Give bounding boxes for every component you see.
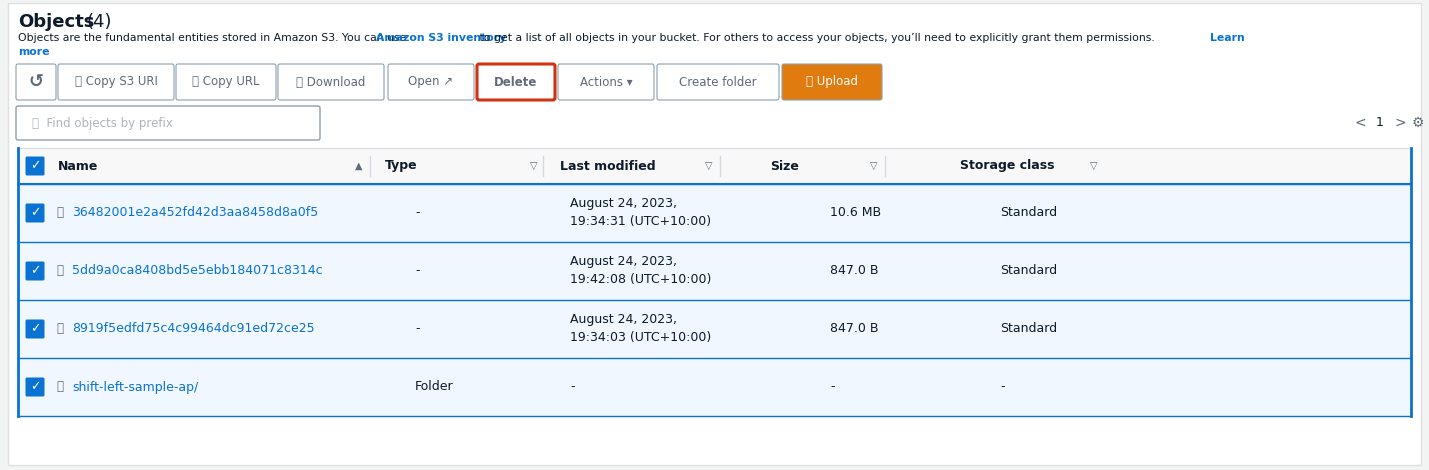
Text: Folder: Folder xyxy=(414,381,453,393)
Text: 19:34:31 (UTC+10:00): 19:34:31 (UTC+10:00) xyxy=(570,216,712,228)
Text: ↺: ↺ xyxy=(29,73,43,91)
Text: Last modified: Last modified xyxy=(560,159,656,172)
Text: 5dd9a0ca8408bd5e5ebb184071c8314c: 5dd9a0ca8408bd5e5ebb184071c8314c xyxy=(71,265,323,277)
Text: Amazon S3 inventory: Amazon S3 inventory xyxy=(376,33,506,43)
Text: <: < xyxy=(1355,116,1366,130)
Text: 🗋: 🗋 xyxy=(57,265,63,277)
Text: Create folder: Create folder xyxy=(679,76,757,88)
Text: 🗋: 🗋 xyxy=(57,322,63,336)
Text: ✓: ✓ xyxy=(30,159,40,172)
Text: Actions ▾: Actions ▾ xyxy=(580,76,632,88)
Text: -: - xyxy=(1000,381,1005,393)
Text: ▽: ▽ xyxy=(870,161,877,171)
Bar xyxy=(19,300,1410,358)
Text: 10.6 MB: 10.6 MB xyxy=(830,206,882,219)
Text: Delete: Delete xyxy=(494,76,537,88)
Text: 847.0 B: 847.0 B xyxy=(830,265,879,277)
Text: -: - xyxy=(414,206,420,219)
Text: ▽: ▽ xyxy=(1090,161,1097,171)
FancyBboxPatch shape xyxy=(26,204,44,222)
Bar xyxy=(19,242,1410,300)
Text: Standard: Standard xyxy=(1000,322,1057,336)
Text: Standard: Standard xyxy=(1000,265,1057,277)
Text: 19:42:08 (UTC+10:00): 19:42:08 (UTC+10:00) xyxy=(570,274,712,287)
Text: 1: 1 xyxy=(1376,117,1383,130)
Text: >: > xyxy=(1395,116,1406,130)
Text: 847.0 B: 847.0 B xyxy=(830,322,879,336)
Text: ▲: ▲ xyxy=(354,161,363,171)
Text: ✓: ✓ xyxy=(30,322,40,336)
Text: -: - xyxy=(414,322,420,336)
Text: Objects are the fundamental entities stored in Amazon S3. You can use: Objects are the fundamental entities sto… xyxy=(19,33,410,43)
FancyBboxPatch shape xyxy=(477,64,554,100)
Text: ⎙ Copy S3 URI: ⎙ Copy S3 URI xyxy=(74,76,157,88)
Bar xyxy=(19,358,1410,416)
FancyBboxPatch shape xyxy=(26,377,44,397)
Text: -: - xyxy=(414,265,420,277)
FancyBboxPatch shape xyxy=(176,64,276,100)
Text: (4): (4) xyxy=(87,13,113,31)
Text: 36482001e2a452fd42d3aa8458d8a0f5: 36482001e2a452fd42d3aa8458d8a0f5 xyxy=(71,206,319,219)
Text: -: - xyxy=(830,381,835,393)
Text: to get a list of all objects in your bucket. For others to access your objects, : to get a list of all objects in your buc… xyxy=(476,33,1159,43)
Text: Standard: Standard xyxy=(1000,206,1057,219)
Text: -: - xyxy=(570,381,574,393)
Text: ⚙: ⚙ xyxy=(1412,116,1425,130)
Bar xyxy=(19,148,1410,184)
Text: ⤒ Upload: ⤒ Upload xyxy=(806,76,857,88)
Text: Name: Name xyxy=(59,159,99,172)
FancyBboxPatch shape xyxy=(279,64,384,100)
Text: August 24, 2023,: August 24, 2023, xyxy=(570,313,677,327)
Text: Learn: Learn xyxy=(1210,33,1245,43)
FancyBboxPatch shape xyxy=(16,106,320,140)
Text: Size: Size xyxy=(770,159,799,172)
Text: 🔍  Find objects by prefix: 🔍 Find objects by prefix xyxy=(31,117,173,130)
Text: Storage class: Storage class xyxy=(960,159,1055,172)
Text: ✓: ✓ xyxy=(30,381,40,393)
Text: ▽: ▽ xyxy=(530,161,537,171)
FancyBboxPatch shape xyxy=(557,64,654,100)
Text: 8919f5edfd75c4c99464dc91ed72ce25: 8919f5edfd75c4c99464dc91ed72ce25 xyxy=(71,322,314,336)
Text: ▽: ▽ xyxy=(704,161,713,171)
FancyBboxPatch shape xyxy=(26,157,44,175)
Text: ⎙ Copy URL: ⎙ Copy URL xyxy=(193,76,260,88)
FancyBboxPatch shape xyxy=(657,64,779,100)
FancyBboxPatch shape xyxy=(16,64,56,100)
FancyBboxPatch shape xyxy=(389,64,474,100)
Text: 19:34:03 (UTC+10:00): 19:34:03 (UTC+10:00) xyxy=(570,331,712,345)
Text: ⤓ Download: ⤓ Download xyxy=(296,76,366,88)
Text: Objects: Objects xyxy=(19,13,94,31)
Text: shift-left-sample-ap/: shift-left-sample-ap/ xyxy=(71,381,199,393)
Text: ✓: ✓ xyxy=(30,206,40,219)
Text: Open ↗: Open ↗ xyxy=(409,76,453,88)
Text: August 24, 2023,: August 24, 2023, xyxy=(570,197,677,211)
Text: 🗀: 🗀 xyxy=(57,381,63,393)
Text: more: more xyxy=(19,47,50,57)
Text: August 24, 2023,: August 24, 2023, xyxy=(570,256,677,268)
Text: Type: Type xyxy=(384,159,417,172)
Bar xyxy=(19,184,1410,242)
Text: 🗋: 🗋 xyxy=(57,206,63,219)
Text: ✓: ✓ xyxy=(30,265,40,277)
FancyBboxPatch shape xyxy=(26,320,44,338)
FancyBboxPatch shape xyxy=(26,261,44,281)
FancyBboxPatch shape xyxy=(59,64,174,100)
FancyBboxPatch shape xyxy=(782,64,882,100)
